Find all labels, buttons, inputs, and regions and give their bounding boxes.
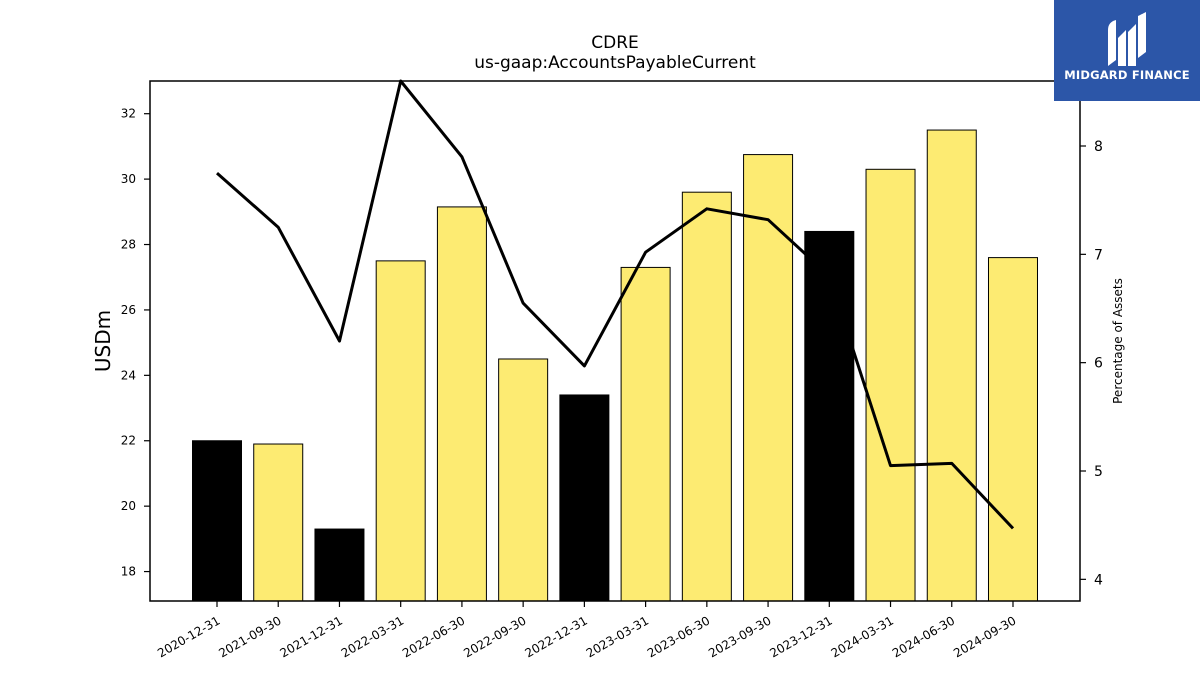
bar-2023-03-31 — [620, 266, 671, 602]
y2-tick-label: 6 — [1094, 356, 1103, 372]
y-tick-label: 28 — [121, 238, 136, 252]
x-tick-label: 2024-06-30 — [890, 613, 957, 660]
bar-2022-09-30 — [498, 358, 549, 602]
y-axis-label: USDm — [91, 310, 115, 372]
y2-tick-label: 5 — [1094, 464, 1103, 480]
y2-tick-label: 4 — [1094, 572, 1103, 588]
x-tick-label: 2021-09-30 — [216, 613, 283, 660]
plot-frame — [149, 80, 1081, 602]
bar-2022-12-31 — [559, 394, 610, 602]
y-tick-label: 22 — [121, 434, 136, 448]
left-axis: 18 20 22 24 26 28 30 32 — [121, 107, 150, 579]
bar-2020-12-31 — [192, 440, 242, 602]
y-tick-label: 26 — [121, 303, 136, 317]
percentage-line — [216, 79, 1015, 530]
x-tick-label: 2022-03-31 — [339, 613, 406, 660]
x-axis: 2020-12-312021-09-302021-12-312022-03-31… — [155, 601, 1018, 660]
midgard-logo-icon — [1108, 12, 1146, 66]
bar-2024-09-30 — [987, 257, 1038, 602]
y-tick-label: 32 — [121, 107, 136, 121]
bar-2023-12-31 — [804, 230, 855, 602]
bar-2023-09-30 — [743, 154, 794, 602]
x-tick-label: 2022-06-30 — [400, 613, 467, 660]
bar-2024-06-30 — [926, 129, 977, 602]
logo-text: MIDGARD FINANCE — [1064, 68, 1190, 82]
x-tick-label: 2022-09-30 — [461, 613, 528, 660]
x-tick-label: 2023-09-30 — [706, 613, 773, 660]
x-tick-label: 2020-12-31 — [155, 613, 222, 660]
bar-2023-06-30 — [681, 191, 732, 602]
y-tick-label: 30 — [121, 172, 136, 186]
x-tick-label: 2023-12-31 — [767, 613, 834, 660]
bar-group — [192, 129, 1038, 602]
bar-2021-12-31 — [314, 528, 365, 602]
bar-2022-03-31 — [375, 260, 426, 602]
right-axis: 4 5 6 7 8 — [1080, 139, 1103, 588]
x-tick-label: 2024-03-31 — [829, 613, 896, 660]
x-tick-label: 2021-12-31 — [278, 613, 345, 660]
brand-logo: MIDGARD FINANCE — [1054, 0, 1200, 101]
bar-2024-03-31 — [865, 168, 916, 602]
x-tick-label: 2022-12-31 — [522, 613, 589, 660]
bar-2021-09-30 — [253, 443, 304, 602]
y2-axis-label: Percentage of Assets — [1111, 278, 1125, 404]
x-tick-label: 2023-06-30 — [645, 613, 712, 660]
y-tick-label: 20 — [121, 499, 136, 513]
x-tick-label: 2024-09-30 — [951, 613, 1018, 660]
y2-tick-label: 7 — [1094, 247, 1103, 263]
bar-2022-06-30 — [436, 206, 487, 602]
x-tick-label: 2023-03-31 — [584, 613, 651, 660]
y-tick-label: 18 — [121, 565, 136, 579]
chart-subtitle: us-gaap:AccountsPayableCurrent — [474, 53, 756, 73]
y-tick-label: 24 — [121, 368, 136, 382]
y2-tick-label: 8 — [1094, 139, 1103, 155]
chart-title: CDRE — [591, 33, 639, 53]
